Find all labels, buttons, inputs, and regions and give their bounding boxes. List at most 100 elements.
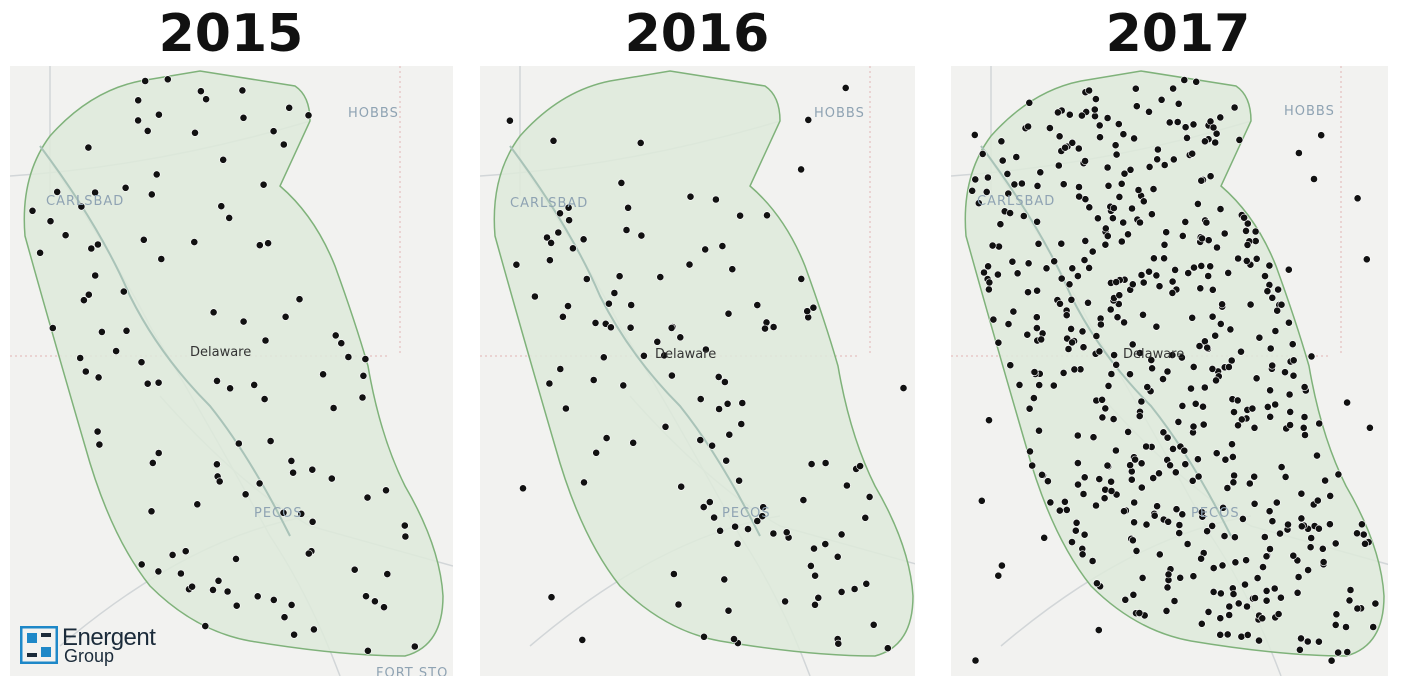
well-dot [1103,163,1112,172]
well-dot [1197,508,1206,517]
map-panel-2017: HOBBS CARLSBAD Delaware PECOS [951,66,1388,676]
well-dot [547,238,555,247]
well-dot [1165,118,1174,127]
well-dot [1334,470,1343,479]
well-dot [1315,419,1324,428]
well-dot [1101,485,1110,494]
well-dot [1223,630,1232,639]
well-dot [841,83,850,92]
well-dot [329,404,338,412]
well-dot [724,309,733,318]
well-dot [1067,324,1075,333]
well-dot [744,525,752,533]
well-dot [1077,111,1086,120]
well-dot [1169,444,1177,453]
well-dot [728,265,737,274]
well-dot [1276,593,1285,602]
well-dot [1137,271,1146,279]
well-dot [217,202,226,211]
well-dot [1263,287,1272,296]
well-dot [1273,306,1282,315]
well-dot [1361,539,1369,548]
well-dot [269,596,278,604]
well-dot [1175,521,1184,529]
well-dot [1181,123,1190,132]
well-dot [1061,497,1069,506]
well-dot [1331,621,1340,629]
well-dot [191,128,199,137]
label-hobbs: HOBBS [1284,104,1335,119]
delaware-basin-area [493,70,914,657]
well-dot [1345,596,1354,605]
well-dot [1237,347,1245,356]
well-dot [154,449,163,457]
well-dot [93,427,102,436]
well-dot [157,255,166,263]
well-dot [1163,583,1172,592]
well-dot [1231,558,1240,567]
well-dot [1262,596,1271,605]
well-dot [1202,218,1211,227]
well-dot [1240,213,1248,222]
well-dot [1130,498,1139,507]
well-dot [1160,254,1168,263]
well-dot [1199,402,1207,411]
well-dot [512,260,521,269]
well-dot [1357,520,1366,529]
well-dot [1183,540,1192,548]
well-dot [1117,237,1126,246]
well-dot [1268,361,1277,370]
well-dot [977,496,986,505]
well-dot [1134,186,1143,194]
well-dot [1024,122,1032,131]
well-dot [1204,236,1213,245]
well-dot [1107,370,1116,378]
well-dot [1297,489,1306,498]
well-dot [1104,381,1113,390]
well-dot [629,438,638,447]
well-dot [1174,417,1183,426]
well-dot [87,244,96,253]
well-dot [1251,227,1260,236]
well-dot [1008,257,1017,266]
well-dot [1062,311,1071,320]
well-dot [604,299,613,308]
well-dot [1285,390,1294,399]
well-dot [1262,552,1271,561]
well-dot [1212,376,1220,385]
well-dot [1004,320,1013,328]
well-dot [1200,383,1209,392]
well-dot [1109,204,1118,212]
well-dot [850,585,859,593]
well-dot [1130,518,1138,527]
well-dot [1286,421,1294,429]
well-dot [781,597,789,606]
well-dot [1025,404,1034,413]
well-dot [1219,503,1227,512]
well-dot [1193,199,1202,208]
well-dot [1128,280,1137,289]
well-dot [1108,214,1117,223]
well-dot [304,549,313,558]
well-dot [1147,210,1156,219]
well-dot [1180,76,1189,84]
well-dot [261,336,270,345]
well-dot [996,220,1005,229]
well-dot [1135,412,1144,420]
well-dot [1030,368,1039,376]
well-dot [1228,452,1237,461]
well-dot [1204,608,1213,616]
well-dot [1169,155,1178,164]
well-dot [1216,630,1225,639]
well-dot [622,226,631,234]
well-dot [1153,155,1162,164]
well-dot [188,582,196,591]
well-dot [1230,471,1238,480]
well-dot [361,355,370,363]
well-dot [974,199,983,208]
well-dot [1010,180,1019,189]
well-dot [1204,272,1213,280]
well-dot [350,565,359,574]
well-dot [1268,517,1277,526]
well-dot [617,179,626,187]
